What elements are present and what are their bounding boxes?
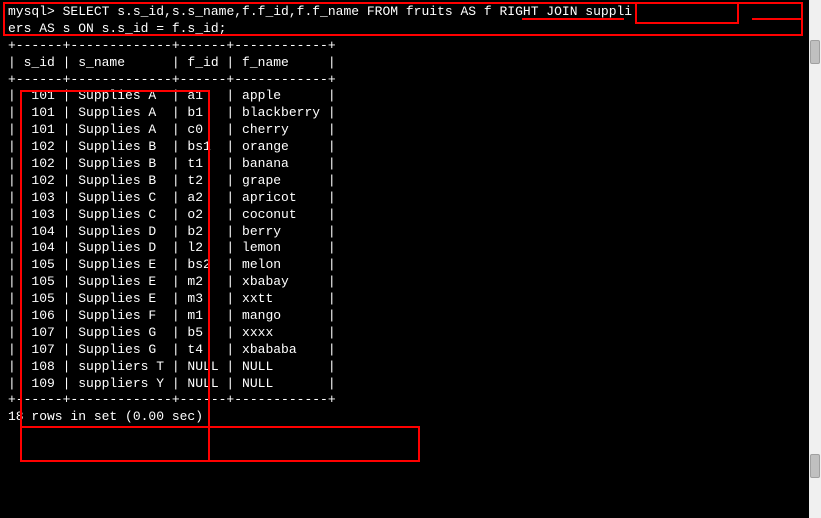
table-row: | 105 | Supplies E | m2 | xbabay | [8, 274, 813, 291]
table-row: | 101 | Supplies A | c0 | cherry | [8, 122, 813, 139]
result-footer: 18 rows in set (0.00 sec) [8, 409, 813, 426]
query-line-1: mysql> SELECT s.s_id,s.s_name,f.f_id,f.f… [8, 4, 813, 21]
table-row: | 102 | Supplies B | t2 | grape | [8, 173, 813, 190]
table-row: | 105 | Supplies E | m3 | xxtt | [8, 291, 813, 308]
table-row: | 101 | Supplies A | b1 | blackberry | [8, 105, 813, 122]
table-row: | 106 | Supplies F | m1 | mango | [8, 308, 813, 325]
terminal-output: mysql> SELECT s.s_id,s.s_name,f.f_id,f.f… [8, 4, 813, 426]
mysql-prompt: mysql> [8, 4, 55, 19]
table-header: | s_id | s_name | f_id | f_name | [8, 55, 813, 72]
table-row: | 107 | Supplies G | b5 | xxxx | [8, 325, 813, 342]
table-row: | 103 | Supplies C | a2 | apricot | [8, 190, 813, 207]
table-separator-mid: +------+-------------+------+-----------… [8, 72, 813, 89]
scrollbar-thumb-top[interactable] [810, 40, 820, 64]
query-line-2: ers AS s ON s.s_id = f.s_id; [8, 21, 813, 38]
query-text-1: SELECT s.s_id,s.s_name,f.f_id,f.f_name F… [55, 4, 632, 19]
table-row: | 104 | Supplies D | l2 | lemon | [8, 240, 813, 257]
table-row: | 105 | Supplies E | bs2 | melon | [8, 257, 813, 274]
table-separator-bottom: +------+-------------+------+-----------… [8, 392, 813, 409]
table-row: | 101 | Supplies A | a1 | apple | [8, 88, 813, 105]
table-row: | 107 | Supplies G | t4 | xbababa | [8, 342, 813, 359]
table-separator-top: +------+-------------+------+-----------… [8, 38, 813, 55]
table-row: | 103 | Supplies C | o2 | coconut | [8, 207, 813, 224]
table-row: | 104 | Supplies D | b2 | berry | [8, 224, 813, 241]
table-row: | 108 | suppliers T | NULL | NULL | [8, 359, 813, 376]
scrollbar-track[interactable] [809, 0, 821, 518]
table-row: | 102 | Supplies B | t1 | banana | [8, 156, 813, 173]
scrollbar-thumb-bottom[interactable] [810, 454, 820, 478]
highlight-null-rows-box [20, 426, 420, 462]
table-row: | 109 | suppliers Y | NULL | NULL | [8, 376, 813, 393]
table-row: | 102 | Supplies B | bs1 | orange | [8, 139, 813, 156]
